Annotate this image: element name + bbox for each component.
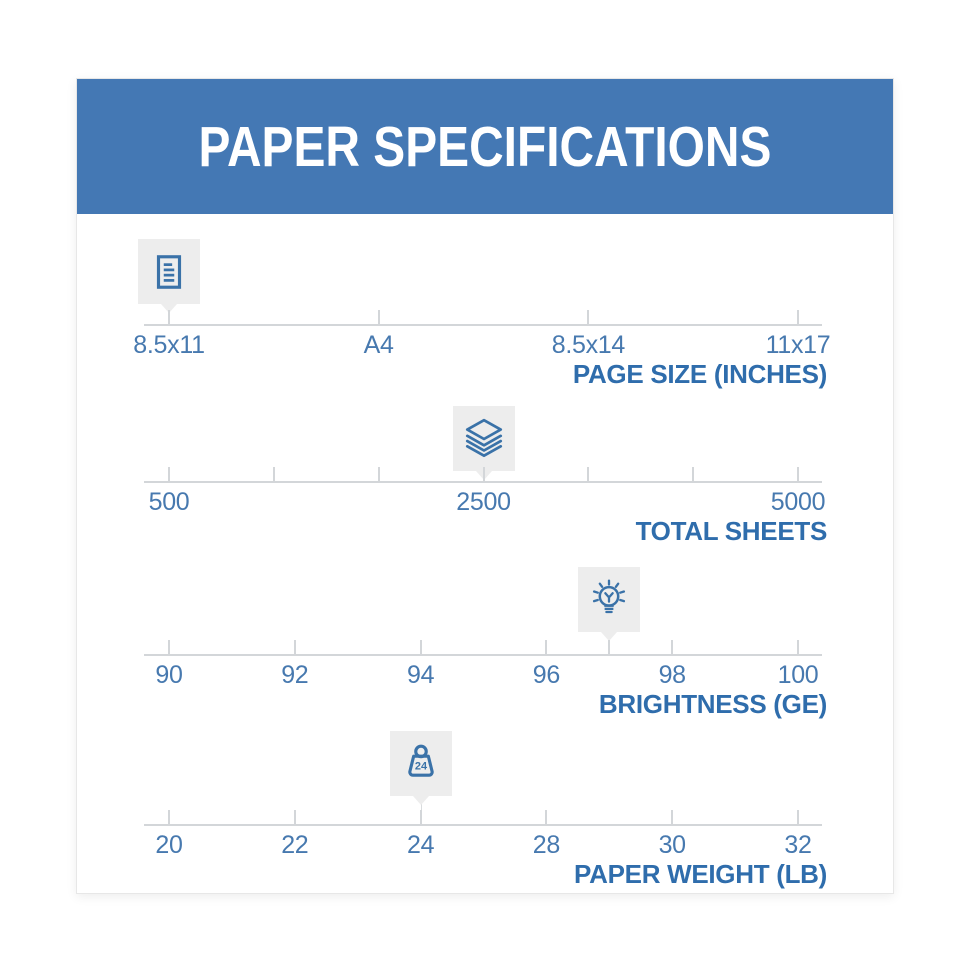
tick-label: A4 — [363, 331, 394, 359]
tick-mark — [168, 467, 170, 481]
tick-label: 24 — [406, 831, 435, 859]
tick-mark — [797, 810, 799, 824]
spec-card: PAPER SPECIFICATIONS 8.5x11 A4 8.5x14 11x17… — [76, 78, 894, 894]
tick-label: 32 — [784, 831, 812, 859]
tick-mark — [545, 810, 548, 824]
tick-mark — [587, 467, 590, 481]
tick-mark — [587, 310, 590, 324]
total-sheets-axis — [144, 481, 822, 483]
scale-brightness: 90 92 94 96 98 100 BRIGHTNESS (GE) — [144, 567, 827, 734]
brightness-marker — [578, 567, 641, 641]
scale-paper-weight: 24 20 22 24 28 30 32 PAPER WEIGHT (LB) — [144, 731, 827, 904]
tick-mark — [797, 467, 799, 481]
tick-mark — [168, 810, 170, 824]
page-title: PAPER SPECIFICATIONS — [198, 114, 772, 179]
page-size-axis-title: PAGE SIZE (INCHES) — [572, 359, 827, 389]
weight-icon: 24 — [398, 741, 444, 787]
tick-mark — [377, 310, 380, 324]
tick-mark — [377, 467, 380, 481]
tick-label: 8.5x14 — [551, 331, 626, 359]
tick-label: 28 — [532, 831, 561, 859]
total-sheets-marker — [452, 406, 515, 480]
tick-label: 30 — [658, 831, 687, 859]
tick-mark — [293, 640, 296, 654]
tick-label: 22 — [281, 831, 309, 859]
paper-weight-axis-title: PAPER WEIGHT (LB) — [574, 859, 827, 889]
tick-mark — [671, 640, 674, 654]
tick-label: 90 — [155, 661, 183, 689]
tick-mark — [419, 640, 422, 654]
tick-label: 500 — [148, 488, 190, 516]
tick-mark — [545, 640, 548, 654]
tick-mark — [692, 467, 695, 481]
scale-page-size: 8.5x11 A4 8.5x14 11x17 PAGE SIZE (INCHES) — [133, 239, 831, 404]
tick-label: 20 — [155, 831, 183, 859]
tick-mark — [797, 640, 799, 654]
tick-mark — [293, 810, 296, 824]
tick-mark — [797, 310, 799, 324]
tick-label: 5000 — [770, 488, 826, 516]
total-sheets-axis-title: TOTAL SHEETS — [635, 516, 828, 546]
tick-mark — [272, 467, 275, 481]
marker-pointer-down — [412, 796, 429, 805]
tick-label: 96 — [532, 661, 561, 689]
brightness-axis-title: BRIGHTNESS (GE) — [598, 689, 827, 719]
marker-pointer-down — [601, 632, 618, 641]
tick-mark — [671, 810, 674, 824]
tick-label: 2500 — [456, 488, 511, 516]
paper-weight-marker: 24 — [389, 731, 452, 805]
tick-label: 94 — [406, 661, 435, 689]
tick-mark — [419, 810, 422, 824]
tick-mark — [168, 310, 170, 324]
tick-mark — [168, 640, 170, 654]
tick-mark — [482, 467, 485, 481]
weight-badge-value: 24 — [414, 760, 427, 772]
brightness-axis — [144, 654, 822, 656]
lightbulb-icon — [586, 577, 632, 623]
tick-mark — [608, 640, 611, 654]
paper-weight-axis — [144, 824, 822, 826]
tick-label: 11x17 — [765, 331, 831, 359]
marker-pointer-down — [161, 304, 177, 313]
scale-total-sheets: 500 2500 5000 TOTAL SHEETS — [144, 406, 827, 561]
tick-label: 92 — [281, 661, 309, 689]
header-banner: PAPER SPECIFICATIONS — [77, 79, 893, 214]
page-size-marker — [138, 239, 200, 313]
sheets-stack-icon — [461, 416, 507, 462]
tick-label: 98 — [658, 661, 687, 689]
document-icon — [148, 250, 190, 294]
tick-label: 100 — [777, 661, 819, 689]
page-size-axis — [144, 324, 822, 326]
tick-label: 8.5x11 — [133, 331, 205, 359]
